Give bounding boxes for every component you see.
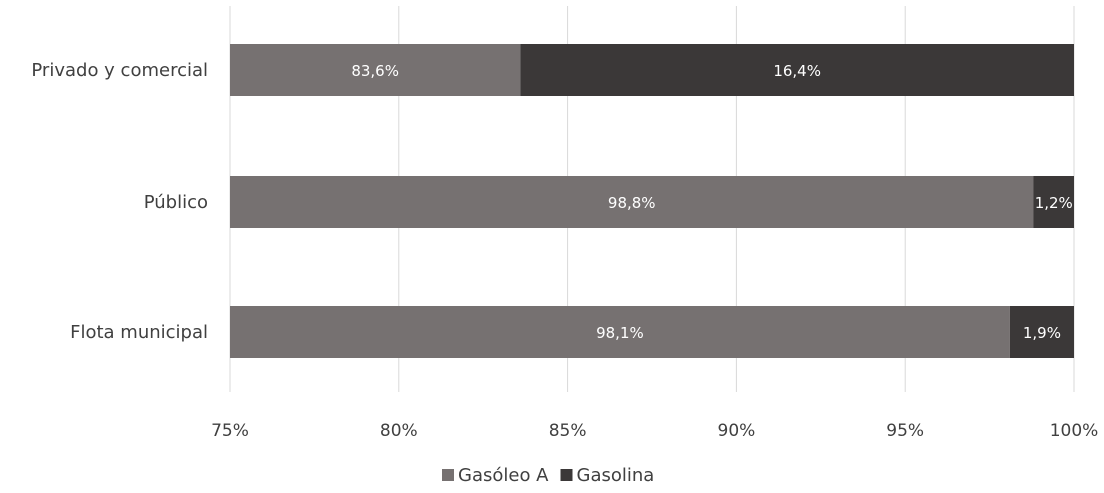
bar-segment-gasolina <box>520 44 1074 96</box>
legend-swatch <box>442 469 454 481</box>
bars: 83,6% 16,4% 98,8% 1,2% 98,1% 1,9% <box>230 44 1074 358</box>
data-label: 1,9% <box>1023 324 1061 342</box>
bar-segment-gasoleo-a <box>230 44 521 96</box>
x-tick-label: 80% <box>380 421 418 441</box>
category-labels: Privado y comercial Público Flota municipa… <box>31 60 208 343</box>
x-tick-label: 100% <box>1050 421 1099 441</box>
data-label: 98,8% <box>608 194 656 212</box>
category-label: Privado y comercial <box>31 60 208 81</box>
data-label: 16,4% <box>773 62 821 80</box>
legend: Gasóleo A Gasolina <box>442 465 654 486</box>
bar-segment-gasoleo-a <box>230 306 1010 358</box>
x-tick-label: 95% <box>886 421 924 441</box>
data-label: 1,2% <box>1035 194 1073 212</box>
x-tick-label: 90% <box>718 421 756 441</box>
data-label: 83,6% <box>351 62 399 80</box>
legend-swatch <box>560 469 573 481</box>
x-tick-label: 85% <box>549 421 587 441</box>
x-axis-ticks: 75% 80% 85% 90% 95% 100% <box>211 421 1098 441</box>
category-label: Público <box>144 192 208 213</box>
legend-label: Gasóleo A <box>458 465 549 486</box>
data-label: 98,1% <box>596 324 644 342</box>
legend-label: Gasolina <box>577 465 655 486</box>
bar-segment-gasolina <box>1009 306 1074 358</box>
bar-segment-gasolina <box>1033 176 1074 228</box>
bar-segment-gasoleo-a <box>230 176 1034 228</box>
x-tick-label: 75% <box>211 421 249 441</box>
category-label: Flota municipal <box>70 322 208 343</box>
